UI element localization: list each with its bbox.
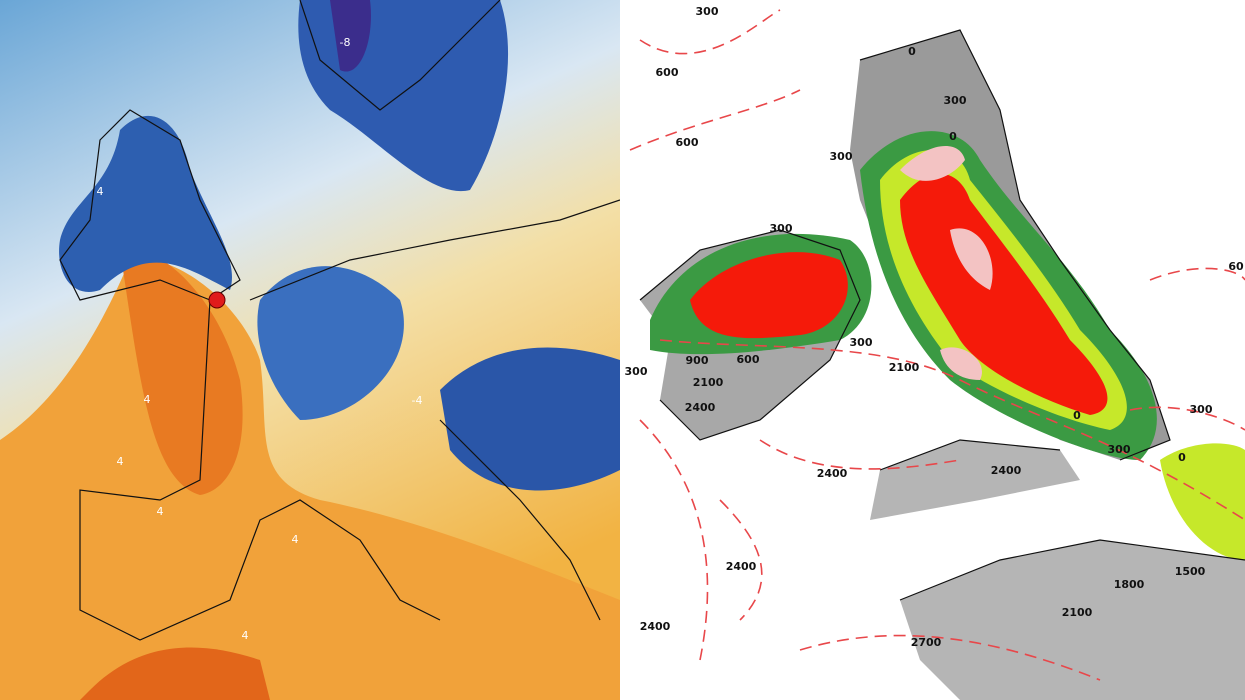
contour-line (629, 9, 1245, 681)
contour-label: 300 (1108, 443, 1131, 456)
contour-label: 300 (1190, 403, 1213, 416)
coldest-area (330, 0, 371, 72)
contour-label: 4 (242, 629, 249, 642)
cold-area (59, 115, 232, 292)
contour-label: 1800 (1114, 578, 1145, 591)
contour-label: 4 (292, 533, 299, 546)
contour-label: 0 (1178, 451, 1186, 464)
rain-moderate (1160, 443, 1245, 560)
location-marker (208, 291, 226, 309)
land (870, 440, 1245, 700)
contour-label: 600 (656, 66, 679, 79)
contour-label: 300 (625, 365, 648, 378)
contour-label: -4 (412, 394, 423, 407)
contour-label: 300 (770, 222, 793, 235)
contour-label: 2400 (726, 560, 757, 573)
contour-label: 2400 (991, 464, 1022, 477)
hot-area (120, 248, 243, 495)
contour-label: 60 (1228, 260, 1244, 273)
precipitation-map: 300 600 600 0 300 0 300 300 900 600 300 … (625, 0, 1245, 700)
contour-label: 300 (944, 94, 967, 107)
contour-label: 600 (676, 136, 699, 149)
contour-label: 2700 (911, 636, 942, 649)
contour-label: 4 (97, 185, 104, 198)
coastline (639, 29, 1245, 601)
contour-label: 0 (908, 45, 916, 58)
coastline (59, 0, 620, 641)
contour-label: 2100 (889, 361, 920, 374)
rain-heavy (690, 252, 848, 339)
contour-label: 2400 (640, 620, 671, 633)
contour-label: 0 (949, 130, 957, 143)
contour-label: 2100 (693, 376, 724, 389)
contour-label: 900 (686, 354, 709, 367)
cold-area (440, 347, 620, 491)
contour-label: 300 (830, 150, 853, 163)
hot-area (80, 647, 270, 700)
contour-label: 0 (1073, 409, 1081, 422)
contour-label: 4 (157, 505, 164, 518)
contour-label: 2400 (817, 467, 848, 480)
temperature-map: -8 4 4 4 4 -4 4 4 (0, 0, 620, 700)
contour-label: 4 (144, 393, 151, 406)
contour-label: 1500 (1175, 565, 1206, 578)
contour-label: -8 (340, 36, 351, 49)
rain-extreme (900, 146, 993, 380)
contour-label: 2100 (1062, 606, 1093, 619)
divider (620, 0, 625, 700)
contour-label: 2400 (685, 401, 716, 414)
contour-label: 300 (696, 5, 719, 18)
cold-area (257, 266, 404, 420)
contour-label: 300 (850, 336, 873, 349)
contour-label: 4 (117, 455, 124, 468)
contour-label: 600 (737, 353, 760, 366)
